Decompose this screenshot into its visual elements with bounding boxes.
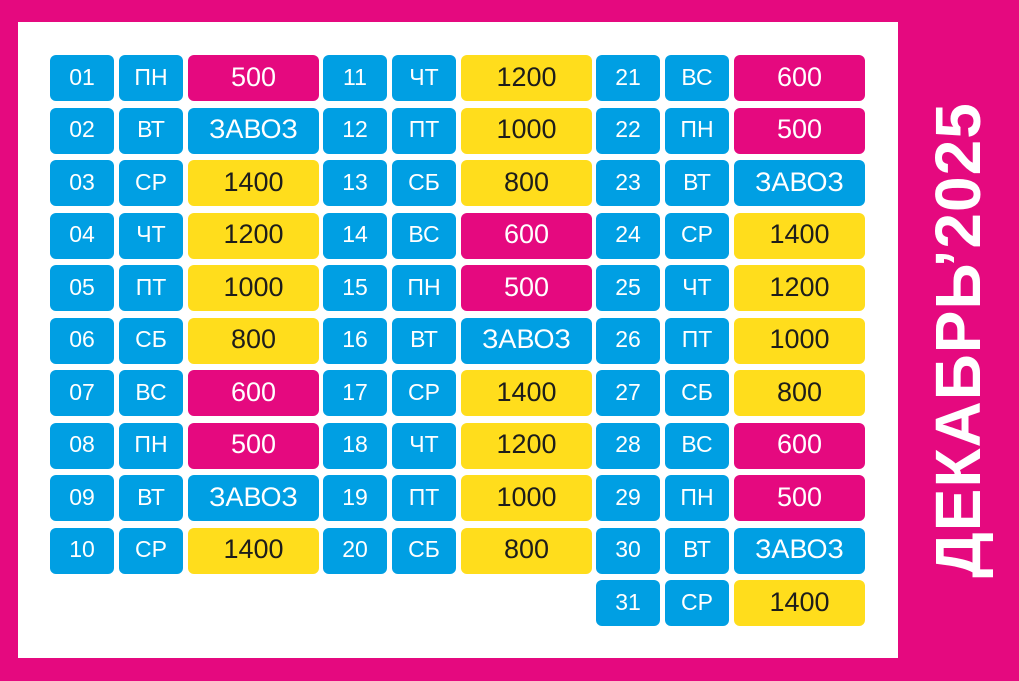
day-value: 500: [188, 422, 319, 469]
date-number: 29: [596, 475, 660, 521]
date-number: 11: [323, 55, 387, 101]
date-number: 18: [323, 422, 387, 469]
day-value: 1400: [734, 580, 865, 626]
weekday-label: ВС: [392, 212, 456, 259]
day-value: 600: [734, 422, 865, 469]
day-value: 1000: [461, 107, 592, 154]
weekday-label: ВТ: [392, 317, 456, 364]
day-value: 1200: [188, 212, 319, 259]
date-number: 01: [50, 55, 114, 101]
weekday-label: ПТ: [392, 475, 456, 521]
weekday-label: ПН: [665, 475, 729, 521]
day-value: ЗАВОЗ: [188, 107, 319, 154]
weekday-label: ВС: [665, 55, 729, 101]
date-number: 15: [323, 265, 387, 311]
day-value: ЗАВОЗ: [734, 160, 865, 206]
date-number: 17: [323, 370, 387, 416]
day-value: 500: [461, 265, 592, 311]
weekday-label: СБ: [665, 370, 729, 416]
weekday-label: ПТ: [665, 317, 729, 364]
weekday-label: ЧТ: [665, 265, 729, 311]
day-value: 1200: [734, 265, 865, 311]
month-title: ДЕКАБРЬ’2025: [922, 102, 994, 578]
date-number: 07: [50, 370, 114, 416]
day-value: 800: [461, 160, 592, 206]
date-number: 30: [596, 527, 660, 574]
weekday-label: ЧТ: [392, 55, 456, 101]
date-number: 03: [50, 160, 114, 206]
day-value: 1200: [461, 55, 592, 101]
day-value: 800: [461, 527, 592, 574]
weekday-label: ПТ: [392, 107, 456, 154]
weekday-label: СБ: [392, 527, 456, 574]
day-value: 800: [188, 317, 319, 364]
date-number: 23: [596, 160, 660, 206]
weekday-label: ПТ: [119, 265, 183, 311]
date-number: 16: [323, 317, 387, 364]
day-value: 1000: [188, 265, 319, 311]
weekday-label: ПН: [119, 55, 183, 101]
date-number: 24: [596, 212, 660, 259]
weekday-label: СБ: [392, 160, 456, 206]
date-number: 26: [596, 317, 660, 364]
day-value: 800: [734, 370, 865, 416]
day-value: 1000: [461, 475, 592, 521]
date-number: 14: [323, 212, 387, 259]
weekday-label: СР: [119, 160, 183, 206]
day-value: ЗАВОЗ: [188, 475, 319, 521]
date-number: 31: [596, 580, 660, 626]
date-number: 02: [50, 107, 114, 154]
date-number: 27: [596, 370, 660, 416]
date-number: 13: [323, 160, 387, 206]
day-value: 1200: [461, 422, 592, 469]
weekday-label: ВС: [665, 422, 729, 469]
weekday-label: СР: [665, 212, 729, 259]
date-number: 06: [50, 317, 114, 364]
weekday-label: ВТ: [665, 160, 729, 206]
weekday-label: ЧТ: [392, 422, 456, 469]
date-number: 08: [50, 422, 114, 469]
date-number: 28: [596, 422, 660, 469]
day-value: 500: [734, 107, 865, 154]
weekday-label: ЧТ: [119, 212, 183, 259]
day-value: 500: [188, 55, 319, 101]
date-number: 10: [50, 527, 114, 574]
date-number: 19: [323, 475, 387, 521]
weekday-label: ПН: [392, 265, 456, 311]
day-value: 600: [461, 212, 592, 259]
date-number: 12: [323, 107, 387, 154]
weekday-label: СР: [392, 370, 456, 416]
weekday-label: СР: [665, 580, 729, 626]
date-number: 22: [596, 107, 660, 154]
day-value: 1000: [734, 317, 865, 364]
weekday-label: ВТ: [665, 527, 729, 574]
weekday-label: ВТ: [119, 475, 183, 521]
day-value: 1400: [734, 212, 865, 259]
weekday-label: СБ: [119, 317, 183, 364]
day-value: 500: [734, 475, 865, 521]
weekday-label: СР: [119, 527, 183, 574]
weekday-label: ПН: [665, 107, 729, 154]
date-number: 21: [596, 55, 660, 101]
day-value: 1400: [188, 160, 319, 206]
day-value: 1400: [461, 370, 592, 416]
day-value: 1400: [188, 527, 319, 574]
weekday-label: ПН: [119, 422, 183, 469]
weekday-label: ВТ: [119, 107, 183, 154]
date-number: 04: [50, 212, 114, 259]
date-number: 25: [596, 265, 660, 311]
day-value: ЗАВОЗ: [734, 527, 865, 574]
date-number: 20: [323, 527, 387, 574]
date-number: 05: [50, 265, 114, 311]
weekday-label: ВС: [119, 370, 183, 416]
day-value: 600: [734, 55, 865, 101]
date-number: 09: [50, 475, 114, 521]
day-value: 600: [188, 370, 319, 416]
day-value: ЗАВОЗ: [461, 317, 592, 364]
